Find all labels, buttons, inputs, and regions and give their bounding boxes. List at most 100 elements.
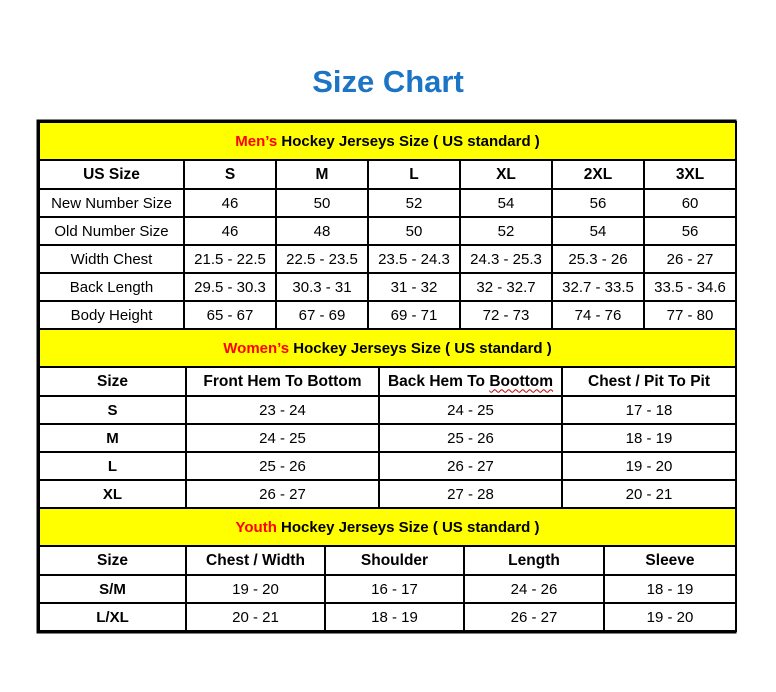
cell-value: 56 bbox=[642, 216, 738, 246]
table-row: XL 26 - 27 27 - 28 20 - 21 bbox=[38, 479, 738, 509]
column-header: Chest / Pit To Pit bbox=[560, 366, 738, 397]
size-tables: Men’s Hockey Jerseys Size ( US standard … bbox=[37, 121, 738, 632]
cell-value: 20 - 21 bbox=[185, 602, 326, 632]
row-label: Old Number Size bbox=[38, 216, 185, 246]
cell-value: 19 - 20 bbox=[560, 451, 738, 481]
mens-section-highlight: Men’s bbox=[235, 132, 278, 150]
cell-value: 77 - 80 bbox=[642, 300, 738, 330]
cell-value: 46 bbox=[183, 216, 277, 246]
column-header: 2XL bbox=[551, 159, 645, 190]
youth-size-table: Youth Hockey Jerseys Size ( US standard … bbox=[38, 507, 737, 632]
row-label: New Number Size bbox=[38, 188, 185, 218]
cell-value: 50 bbox=[275, 188, 369, 218]
table-row: Width Chest 21.5 - 22.5 22.5 - 23.5 23.5 - … bbox=[38, 244, 738, 274]
column-header: Front Hem To Bottom bbox=[185, 366, 380, 397]
cell-value: 18 - 19 bbox=[560, 423, 738, 453]
womens-section-title: Women’s Hockey Jerseys Size ( US standar… bbox=[37, 328, 738, 368]
womens-header-row: Size Front Hem To Bottom Back Hem To Boott… bbox=[38, 366, 738, 397]
cell-value: 26 - 27 bbox=[185, 479, 380, 509]
table-row: L 25 - 26 26 - 27 19 - 20 bbox=[38, 451, 738, 481]
cell-value: 26 - 27 bbox=[378, 451, 563, 481]
cell-value: 54 bbox=[551, 216, 645, 246]
youth-header-row: Size Chest / Width Shoulder Length Sleeve bbox=[38, 545, 737, 576]
table-row: Back Length 29.5 - 30.3 30.3 - 31 31 - 32 32… bbox=[38, 272, 738, 302]
cell-value: 23 - 24 bbox=[185, 395, 380, 425]
cell-value: 22.5 - 23.5 bbox=[275, 244, 369, 274]
column-header: Shoulder bbox=[324, 545, 465, 576]
column-header: XL bbox=[459, 159, 553, 190]
cell-value: 21.5 - 22.5 bbox=[183, 244, 277, 274]
cell-value: 30.3 - 31 bbox=[275, 272, 369, 302]
cell-value: 69 - 71 bbox=[367, 300, 461, 330]
cell-value: 29.5 - 30.3 bbox=[183, 272, 277, 302]
column-header: US Size bbox=[38, 159, 185, 190]
column-header: Sleeve bbox=[603, 545, 737, 576]
column-header: S bbox=[183, 159, 277, 190]
misspelled-word: Boottom bbox=[489, 372, 554, 390]
row-label: L bbox=[38, 451, 187, 481]
cell-value: 24 - 26 bbox=[463, 574, 605, 604]
cell-value: 18 - 19 bbox=[603, 574, 737, 604]
row-label: Body Height bbox=[38, 300, 185, 330]
cell-value: 17 - 18 bbox=[560, 395, 738, 425]
cell-value: 50 bbox=[367, 216, 461, 246]
mens-band-row: Men’s Hockey Jerseys Size ( US standard … bbox=[37, 121, 738, 161]
header-text: Back Hem To bbox=[387, 372, 490, 390]
cell-value: 54 bbox=[459, 188, 553, 218]
cell-value: 19 - 20 bbox=[603, 602, 737, 632]
womens-section-highlight: Women’s bbox=[223, 339, 290, 357]
column-header: Size bbox=[38, 545, 187, 576]
column-header: Chest / Width bbox=[185, 545, 326, 576]
cell-value: 20 - 21 bbox=[560, 479, 738, 509]
cell-value: 32.7 - 33.5 bbox=[551, 272, 645, 302]
table-row: L/XL 20 - 21 18 - 19 26 - 27 19 - 20 bbox=[38, 602, 737, 632]
cell-value: 24.3 - 25.3 bbox=[459, 244, 553, 274]
mens-size-table: Men’s Hockey Jerseys Size ( US standard … bbox=[37, 121, 738, 330]
cell-value: 52 bbox=[367, 188, 461, 218]
column-header: M bbox=[275, 159, 369, 190]
womens-section-rest: Hockey Jerseys Size ( US standard ) bbox=[289, 339, 552, 357]
column-header: Length bbox=[463, 545, 605, 576]
page-title: Size Chart bbox=[312, 64, 464, 99]
table-row: S/M 19 - 20 16 - 17 24 - 26 18 - 19 bbox=[38, 574, 737, 604]
cell-value: 25 - 26 bbox=[378, 423, 563, 453]
cell-value: 67 - 69 bbox=[275, 300, 369, 330]
youth-section-highlight: Youth bbox=[235, 518, 277, 536]
cell-value: 52 bbox=[459, 216, 553, 246]
cell-value: 18 - 19 bbox=[324, 602, 465, 632]
row-label: XL bbox=[38, 479, 187, 509]
column-header: 3XL bbox=[642, 159, 738, 190]
cell-value: 56 bbox=[551, 188, 645, 218]
table-row: Old Number Size 46 48 50 52 54 56 bbox=[38, 216, 738, 246]
cell-value: 27 - 28 bbox=[378, 479, 563, 509]
womens-band-row: Women’s Hockey Jerseys Size ( US standar… bbox=[37, 328, 738, 368]
cell-value: 25 - 26 bbox=[185, 451, 380, 481]
table-row: New Number Size 46 50 52 54 56 60 bbox=[38, 188, 738, 218]
table-row: S 23 - 24 24 - 25 17 - 18 bbox=[38, 395, 738, 425]
cell-value: 33.5 - 34.6 bbox=[642, 272, 738, 302]
cell-value: 31 - 32 bbox=[367, 272, 461, 302]
cell-value: 26 - 27 bbox=[642, 244, 738, 274]
row-label: M bbox=[38, 423, 187, 453]
cell-value: 26 - 27 bbox=[463, 602, 605, 632]
column-header: Back Hem To Boottom bbox=[378, 366, 563, 397]
womens-size-table: Women’s Hockey Jerseys Size ( US standar… bbox=[37, 328, 738, 509]
youth-section-title: Youth Hockey Jerseys Size ( US standard … bbox=[38, 507, 737, 547]
mens-header-row: US Size S M L XL 2XL 3XL bbox=[38, 159, 738, 190]
cell-value: 48 bbox=[275, 216, 369, 246]
youth-band-row: Youth Hockey Jerseys Size ( US standard … bbox=[38, 507, 737, 547]
cell-value: 16 - 17 bbox=[324, 574, 465, 604]
cell-value: 19 - 20 bbox=[185, 574, 326, 604]
cell-value: 46 bbox=[183, 188, 277, 218]
cell-value: 60 bbox=[642, 188, 738, 218]
mens-section-rest: Hockey Jerseys Size ( US standard ) bbox=[277, 132, 540, 150]
column-header: Size bbox=[38, 366, 187, 397]
row-label: S/M bbox=[38, 574, 187, 604]
mens-section-title: Men’s Hockey Jerseys Size ( US standard … bbox=[37, 121, 738, 161]
row-label: L/XL bbox=[38, 602, 187, 632]
cell-value: 23.5 - 24.3 bbox=[367, 244, 461, 274]
row-label: S bbox=[38, 395, 187, 425]
cell-value: 24 - 25 bbox=[185, 423, 380, 453]
cell-value: 65 - 67 bbox=[183, 300, 277, 330]
